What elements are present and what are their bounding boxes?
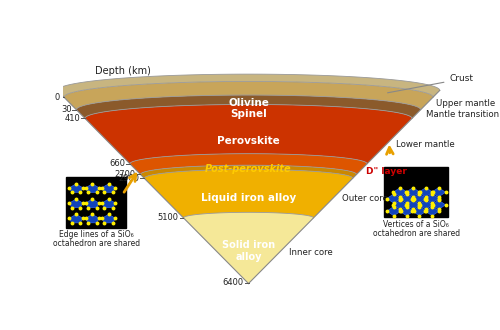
Polygon shape	[86, 184, 99, 192]
Text: Inner core: Inner core	[289, 248, 333, 257]
Polygon shape	[406, 200, 420, 210]
Polygon shape	[140, 165, 356, 178]
Text: Crust: Crust	[388, 75, 474, 93]
Polygon shape	[419, 188, 433, 197]
Text: Liquid iron alloy: Liquid iron alloy	[201, 193, 296, 203]
Polygon shape	[69, 214, 83, 223]
Text: 0: 0	[54, 93, 60, 102]
Polygon shape	[144, 169, 352, 218]
Polygon shape	[102, 199, 116, 208]
Text: Depth (km): Depth (km)	[94, 66, 150, 77]
Text: Spinel: Spinel	[230, 109, 267, 119]
Text: Perovskite: Perovskite	[217, 136, 280, 146]
Polygon shape	[387, 207, 401, 216]
Bar	[66, 177, 126, 228]
Text: Lower mantle: Lower mantle	[396, 140, 454, 149]
Polygon shape	[432, 200, 446, 210]
Text: Mantle transition zone: Mantle transition zone	[426, 110, 500, 119]
Polygon shape	[387, 194, 401, 203]
Polygon shape	[400, 194, 413, 203]
Polygon shape	[184, 212, 314, 283]
Polygon shape	[69, 199, 83, 208]
Polygon shape	[400, 207, 413, 216]
Text: 5100: 5100	[158, 214, 179, 222]
Polygon shape	[102, 184, 116, 192]
Polygon shape	[432, 188, 446, 197]
Polygon shape	[86, 214, 99, 223]
Text: Outer core: Outer core	[342, 194, 388, 203]
Text: 6400: 6400	[222, 278, 244, 287]
Polygon shape	[130, 154, 367, 175]
Polygon shape	[412, 194, 426, 203]
Polygon shape	[393, 200, 407, 210]
Text: Upper mantle: Upper mantle	[436, 99, 496, 108]
Text: Post-perovskite: Post-perovskite	[205, 164, 292, 174]
Text: 2700: 2700	[114, 170, 136, 179]
Text: Edge lines of a SiO₆: Edge lines of a SiO₆	[59, 230, 134, 239]
Text: octahedron are shared: octahedron are shared	[53, 239, 140, 248]
Polygon shape	[425, 194, 439, 203]
Text: Solid iron
alloy: Solid iron alloy	[222, 240, 275, 261]
Text: Olivine: Olivine	[228, 98, 269, 109]
Polygon shape	[393, 188, 407, 197]
Text: Vertices of a SiO₆: Vertices of a SiO₆	[383, 220, 449, 229]
Polygon shape	[86, 199, 99, 208]
Text: 2900: 2900	[118, 174, 140, 183]
Text: 30: 30	[61, 105, 72, 114]
Bar	[384, 167, 448, 217]
Polygon shape	[102, 214, 116, 223]
Text: 660: 660	[110, 159, 126, 168]
Polygon shape	[406, 188, 420, 197]
Polygon shape	[69, 184, 83, 192]
Polygon shape	[85, 105, 412, 164]
Text: octahedron are shared: octahedron are shared	[372, 229, 460, 238]
Polygon shape	[419, 200, 433, 210]
Text: D" layer: D" layer	[366, 167, 407, 176]
Polygon shape	[76, 95, 420, 118]
Polygon shape	[64, 82, 433, 110]
Polygon shape	[412, 207, 426, 216]
Polygon shape	[57, 74, 440, 97]
Polygon shape	[425, 207, 439, 216]
Text: 410: 410	[64, 114, 80, 123]
